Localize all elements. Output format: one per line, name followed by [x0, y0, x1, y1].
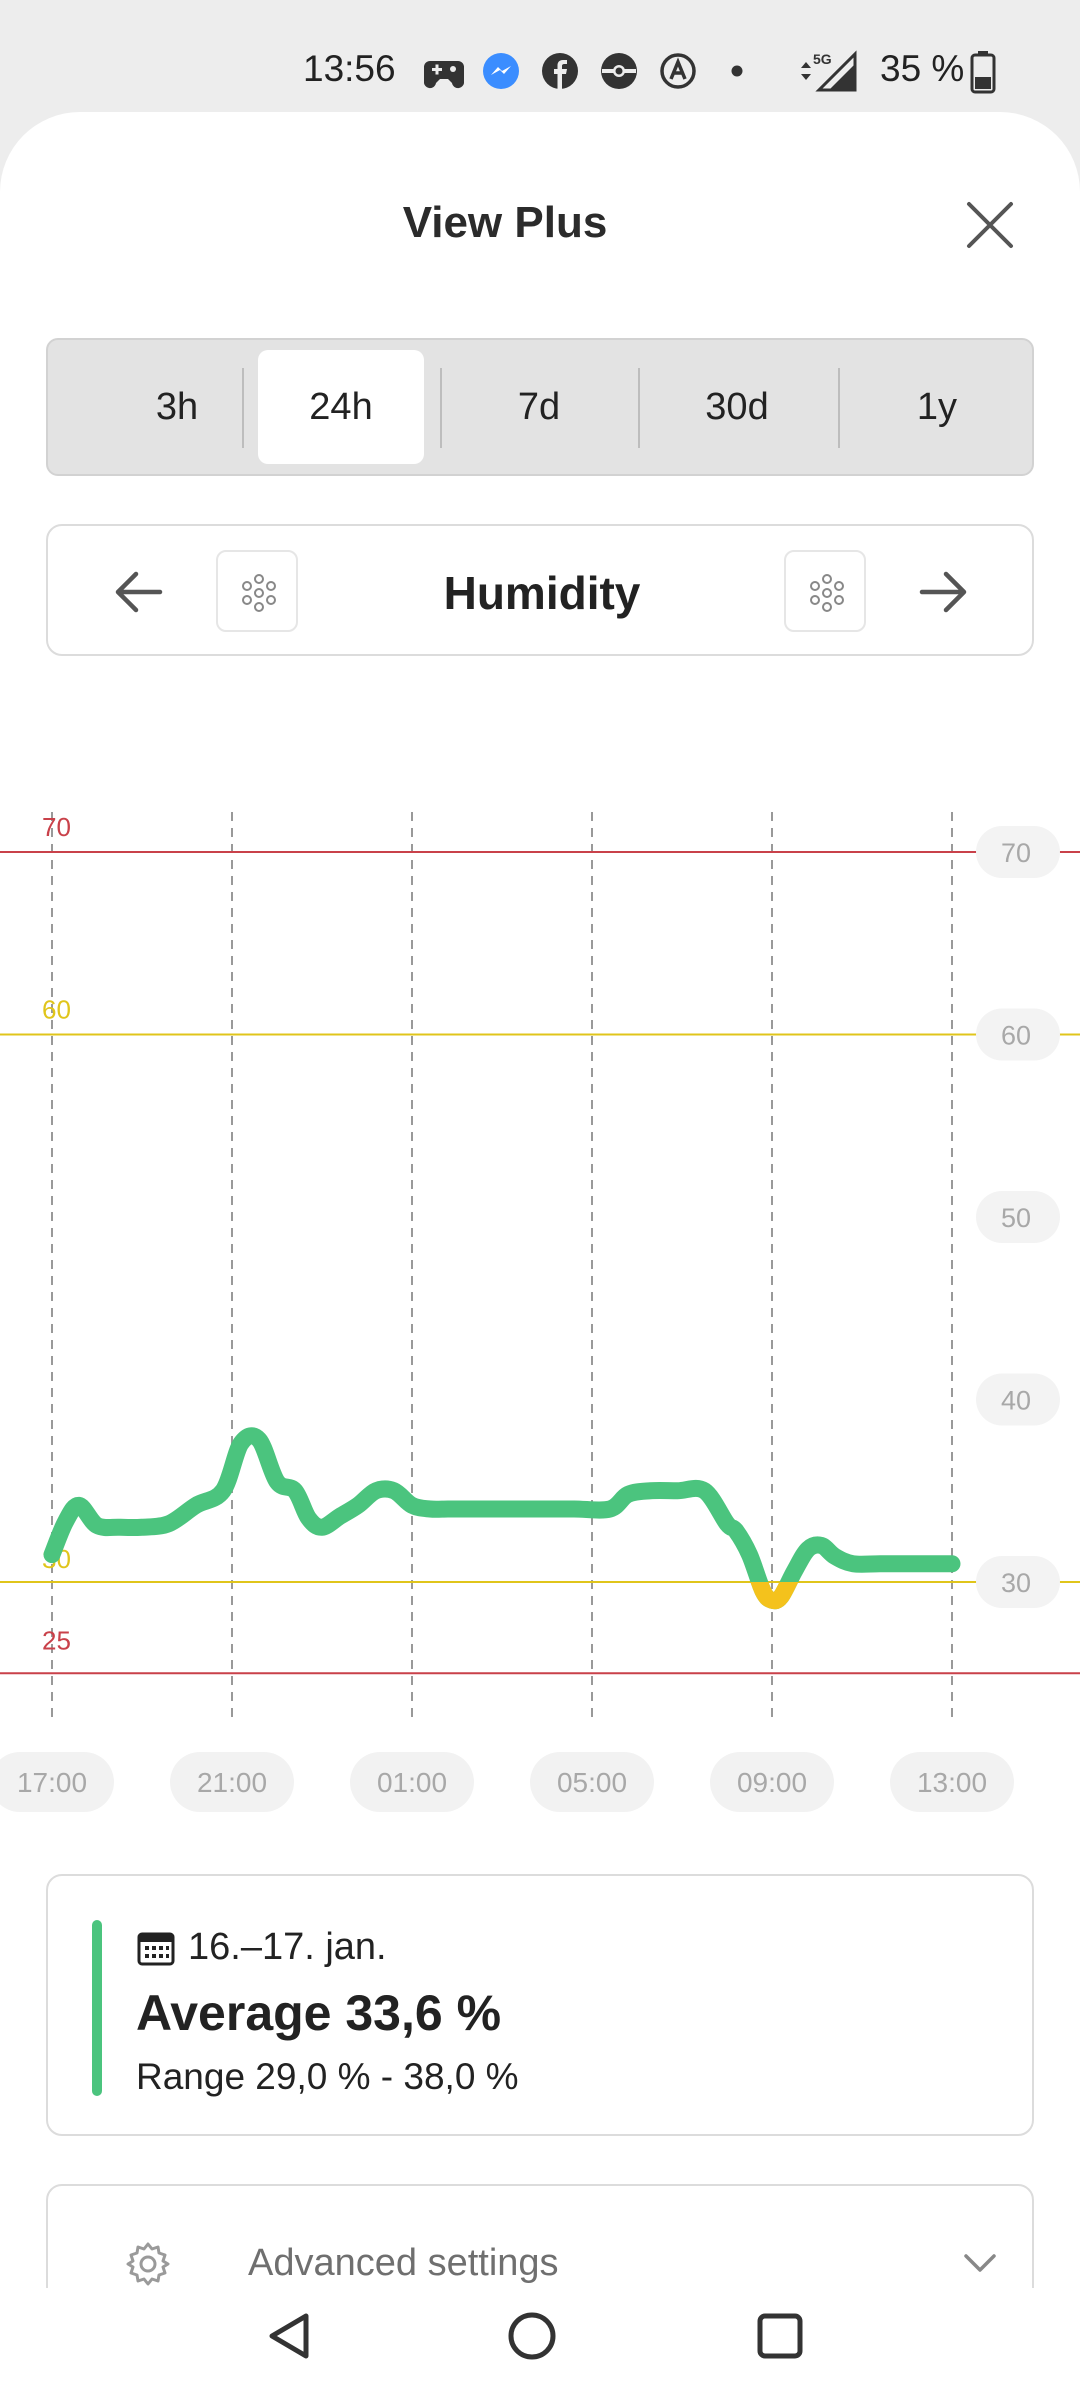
- y-tick-label: 30: [1001, 1568, 1031, 1598]
- summary-range: Range 29,0 % - 38,0 %: [136, 2056, 519, 2097]
- range-option-7d[interactable]: 7d: [517, 385, 561, 428]
- svg-text:5G: 5G: [813, 51, 832, 67]
- summary-date-row: 16.–17. jan.: [136, 1926, 387, 1969]
- range-option-1y[interactable]: 1y: [916, 385, 958, 428]
- facebook-icon: [542, 53, 578, 89]
- pokeball-icon: [601, 53, 637, 89]
- sensor-dots-right-button[interactable]: [784, 550, 866, 632]
- y-tick-pill: [976, 1008, 1060, 1061]
- x-tick-label: 21:00: [197, 1767, 267, 1798]
- y-tick-pill: [976, 1373, 1060, 1426]
- dots-grid-icon: [242, 574, 276, 612]
- game-controller-icon: [424, 61, 464, 89]
- sensor-navigator: Humidity: [46, 524, 1034, 656]
- battery-icon: [970, 51, 996, 94]
- time-range-selector: 3h 24h 7d 30d 1y: [46, 338, 1034, 476]
- sensor-title: Humidity: [443, 567, 641, 619]
- x-tick-pill: [350, 1752, 474, 1812]
- x-tick-label: 09:00: [737, 1767, 807, 1798]
- y-tick-label: 60: [1001, 1021, 1031, 1051]
- summary-date: 16.–17. jan.: [188, 1926, 387, 1968]
- bottom-sheet: View Plus 3h 24h 7d 30d 1y Humidity: [0, 112, 1080, 2400]
- x-tick-label: 05:00: [557, 1767, 627, 1798]
- x-tick-label: 17:00: [17, 1767, 87, 1798]
- at-icon: [660, 53, 696, 89]
- x-tick-pill: [710, 1752, 834, 1812]
- range-divider: [242, 368, 244, 448]
- y-tick-pill: [976, 1191, 1060, 1243]
- x-tick-pill: [0, 1752, 114, 1812]
- y-tick-label: 40: [1001, 1386, 1031, 1416]
- summary-average: Average 33,6 %: [136, 1985, 502, 2041]
- range-divider: [838, 368, 840, 448]
- threshold-label: 70: [42, 812, 71, 842]
- status-bar: 13:56 5G 35 %: [0, 0, 1080, 112]
- data-arrows-5g-icon: 5G: [801, 50, 857, 92]
- y-tick-pill: [976, 826, 1060, 878]
- dots-grid-icon: [810, 574, 844, 612]
- battery-percent: 35 %: [880, 48, 965, 89]
- system-nav-bar: [0, 2288, 1080, 2400]
- status-time: 13:56: [303, 48, 396, 89]
- humidity-series-line: [43, 1427, 961, 1610]
- range-option-30d[interactable]: 30d: [705, 385, 769, 428]
- arrow-left-icon[interactable]: [108, 560, 172, 624]
- x-tick-label: 01:00: [377, 1767, 447, 1798]
- home-icon[interactable]: [504, 2308, 560, 2364]
- range-divider: [440, 368, 442, 448]
- y-tick-label: 50: [1001, 1203, 1031, 1233]
- y-tick-pill: [976, 1556, 1060, 1608]
- range-divider: [638, 368, 640, 448]
- range-option-24h[interactable]: 24h: [258, 350, 424, 464]
- threshold-label: 25: [42, 1625, 71, 1655]
- back-icon[interactable]: [262, 2308, 318, 2364]
- x-tick-pill: [170, 1752, 294, 1812]
- close-icon[interactable]: [955, 190, 1025, 260]
- advanced-settings-label: Advanced settings: [248, 2242, 559, 2284]
- summary-card: 16.–17. jan. Average 33,6 % Range 29,0 %…: [46, 1874, 1034, 2136]
- page-title: View Plus: [402, 198, 608, 247]
- recents-icon[interactable]: [752, 2308, 808, 2364]
- arrow-right-icon[interactable]: [910, 560, 974, 624]
- dot-icon: [731, 65, 743, 77]
- messenger-icon: [483, 53, 519, 89]
- chevron-down-icon: [964, 2254, 996, 2272]
- x-tick-pill: [530, 1752, 654, 1812]
- summary-color-bar: [92, 1920, 102, 2096]
- threshold-label: 60: [42, 995, 71, 1025]
- range-option-3h[interactable]: 3h: [155, 385, 199, 428]
- y-tick-label: 70: [1001, 838, 1031, 868]
- calendar-icon: [137, 1932, 175, 1965]
- x-tick-label: 13:00: [917, 1767, 987, 1798]
- gear-icon: [126, 2242, 170, 2286]
- x-tick-pill: [890, 1752, 1014, 1812]
- sensor-dots-left-button[interactable]: [216, 550, 298, 632]
